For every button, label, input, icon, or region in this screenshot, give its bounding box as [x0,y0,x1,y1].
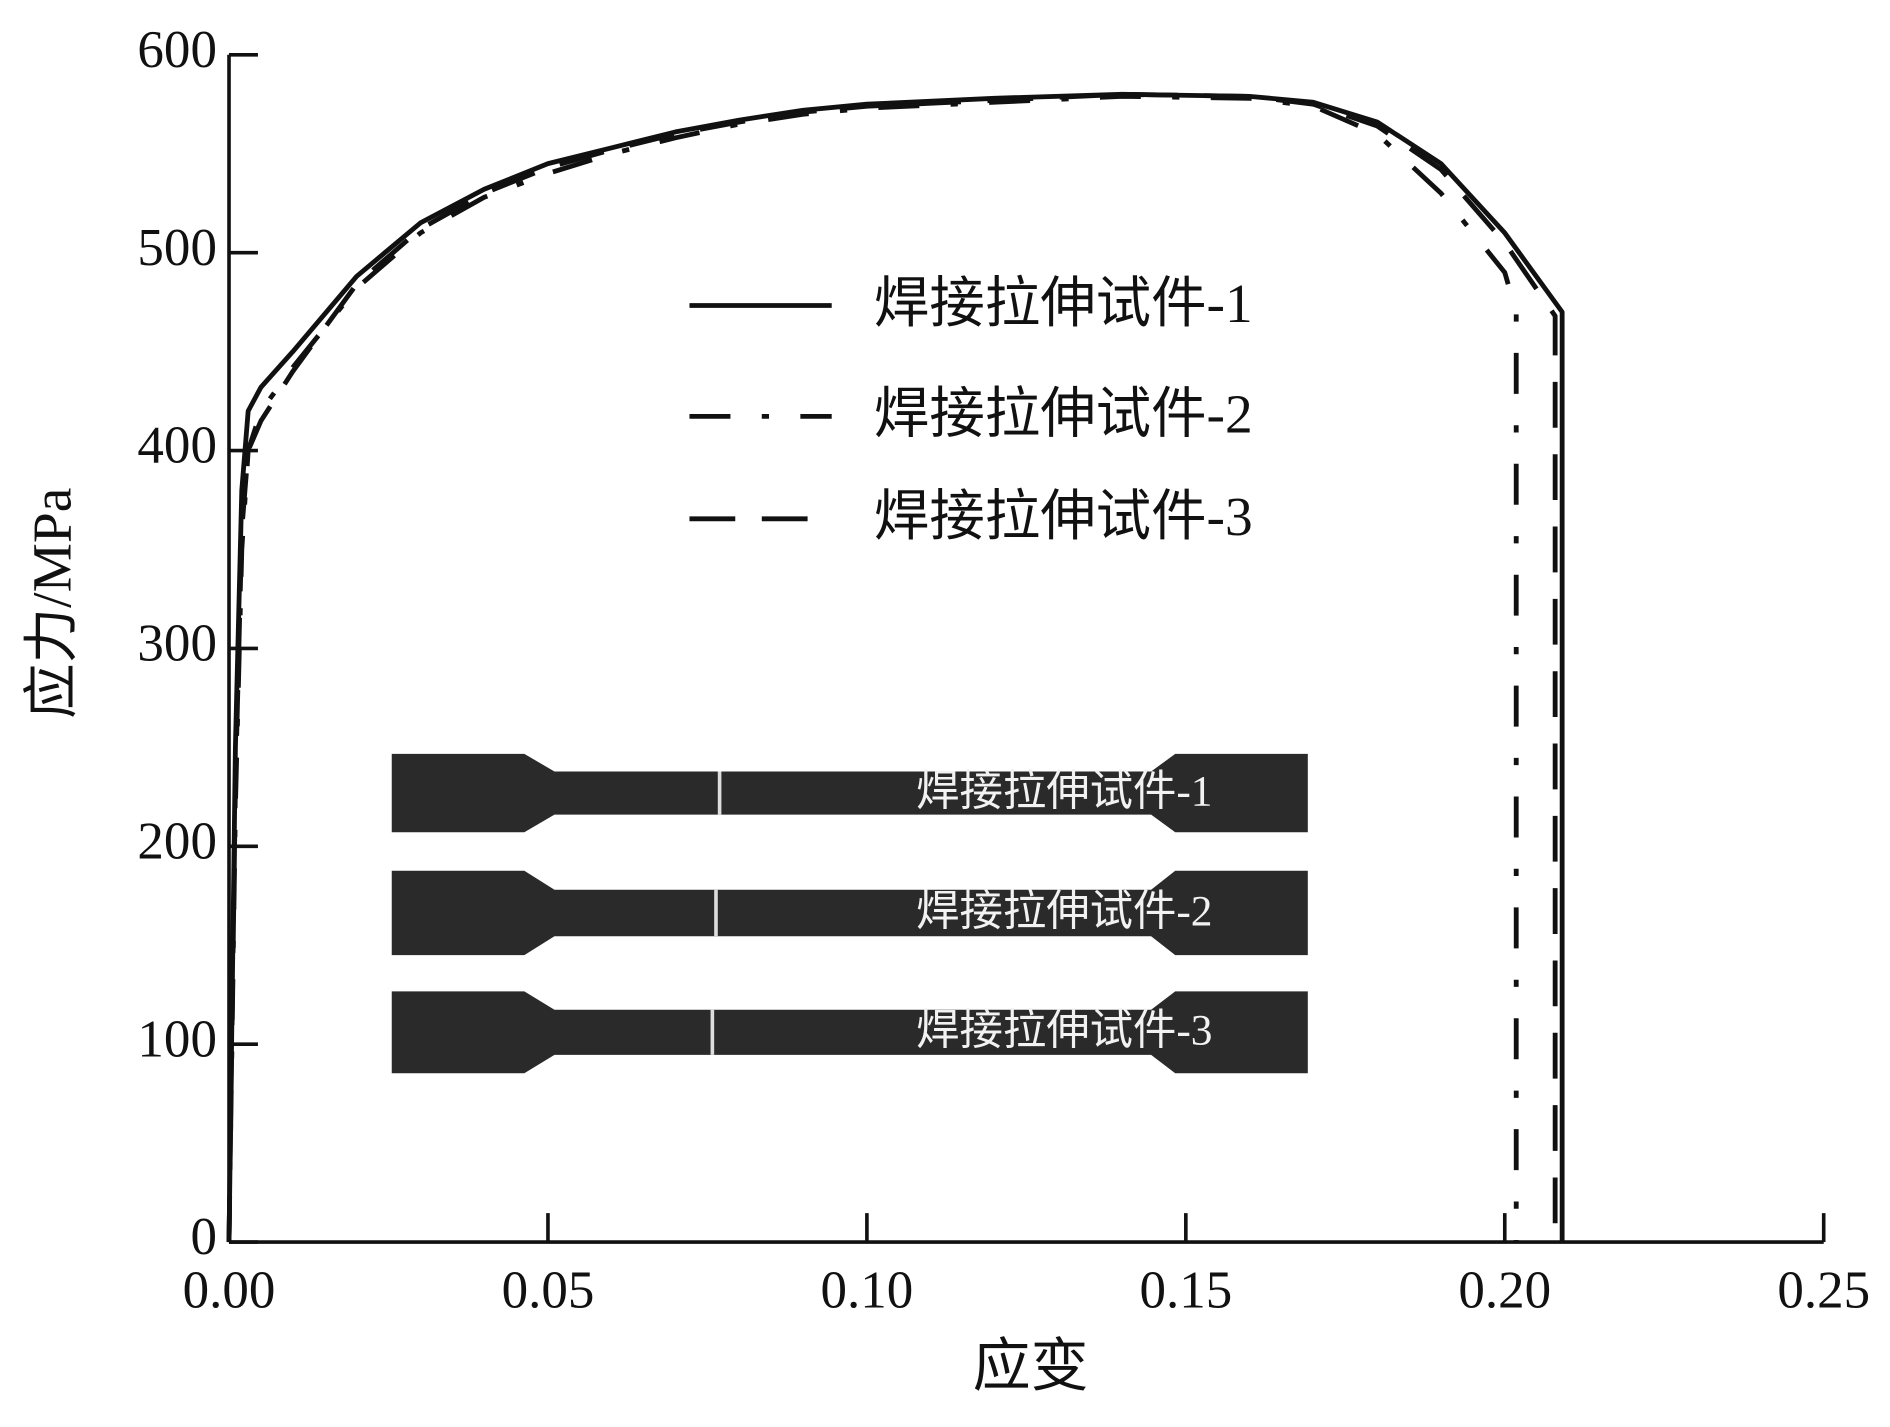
legend-label: 焊接拉伸试件-2 [874,384,1253,445]
specimen-photo: 焊接拉伸试件-1 焊接拉伸试件-2 焊接拉伸试件-3 [391,753,1308,1074]
y-tick-label: 600 [137,21,217,79]
x-tick-label: 0.00 [183,1261,276,1319]
legend-label: 焊接拉伸试件-3 [874,486,1253,547]
specimen [391,753,1308,833]
y-tick-label: 500 [137,219,217,277]
x-tick-label: 0.25 [1777,1261,1870,1319]
inset-label: 焊接拉伸试件-2 [916,887,1212,935]
series-line [226,91,1558,1243]
y-tick-label: 0 [190,1208,217,1266]
y-tick-label: 100 [137,1010,217,1068]
y-tick-label: 200 [137,812,217,870]
specimen [391,991,1308,1074]
y-axis-title: 应力/MPa [22,488,83,719]
x-tick-label: 0.20 [1458,1261,1551,1319]
series-line [226,93,1519,1243]
y-tick-label: 400 [137,417,217,475]
x-axis-title: 应变 [973,1334,1089,1399]
y-tick-label: 300 [137,615,217,673]
x-tick-label: 0.15 [1139,1261,1232,1319]
legend-label: 焊接拉伸试件-1 [874,273,1253,334]
inset-label: 焊接拉伸试件-1 [916,767,1212,815]
x-tick-label: 0.05 [502,1261,595,1319]
inset-label: 焊接拉伸试件-3 [916,1007,1212,1055]
specimen [391,870,1308,956]
x-tick-label: 0.10 [821,1261,914,1319]
